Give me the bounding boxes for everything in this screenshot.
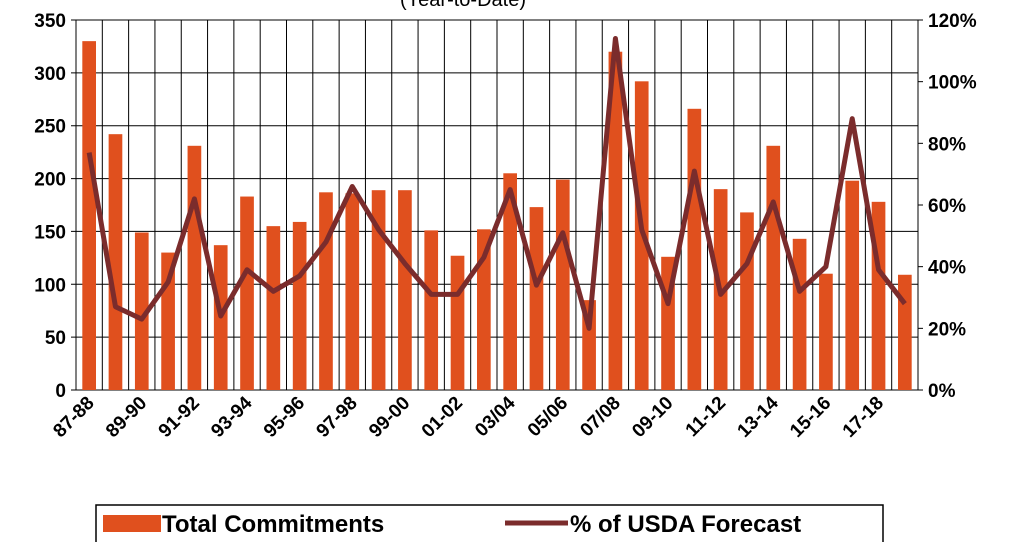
bar — [345, 193, 360, 390]
bar — [740, 212, 754, 390]
y-tick-label: 200 — [34, 170, 66, 191]
bar — [187, 145, 202, 390]
y2-tick-label: 20% — [928, 319, 966, 340]
legend-swatch — [103, 515, 161, 532]
bar — [477, 229, 491, 390]
y-tick-label: 100 — [34, 275, 66, 296]
x-tick-label: 89-90 — [102, 393, 151, 442]
line — [86, 36, 907, 331]
bar — [819, 273, 833, 390]
y2-tick-label: 120% — [928, 11, 977, 32]
bar — [371, 190, 386, 390]
bar — [608, 51, 623, 390]
legend-label: Total Commitments — [162, 511, 384, 538]
x-tick-label: 99-00 — [365, 393, 414, 442]
x-tick-label: 95-96 — [260, 393, 309, 442]
y2-tick-label: 0% — [928, 381, 956, 402]
bar — [108, 134, 123, 390]
x-tick-label: 17-18 — [839, 393, 888, 442]
x-tick-label: 93-94 — [207, 392, 257, 442]
plot-frame — [75, 19, 919, 391]
bar — [503, 173, 517, 390]
bar — [845, 180, 860, 390]
y-tick-label: 50 — [45, 328, 66, 349]
bar — [82, 41, 96, 391]
x-tick-label: 11-12 — [682, 393, 730, 441]
y2-tick-label: 80% — [928, 134, 966, 155]
bar — [292, 221, 307, 390]
x-tick-label: 07/08 — [576, 393, 624, 441]
x-tick-label: 97-98 — [313, 393, 362, 442]
bar — [240, 196, 254, 390]
y2-tick-label: 40% — [928, 258, 966, 279]
y-tick-label: 300 — [34, 64, 66, 85]
bar — [766, 145, 781, 390]
y-tick-label: 0 — [55, 381, 66, 402]
bar — [134, 232, 149, 390]
bar — [898, 274, 912, 390]
bar — [398, 190, 412, 390]
bar — [687, 108, 702, 391]
y-tick-label: 350 — [34, 11, 66, 32]
legend-label: % of USDA Forecast — [570, 511, 801, 538]
bar — [792, 238, 807, 390]
bar — [424, 230, 439, 390]
legend-box — [95, 504, 884, 542]
x-tick-label: 01-02 — [418, 393, 467, 442]
bar — [266, 226, 281, 390]
x-tick-label: 03/04 — [471, 392, 520, 441]
y2-tick-label: 100% — [928, 73, 977, 94]
x-tick-label: 05/06 — [524, 393, 572, 441]
bar — [529, 207, 544, 390]
x-tick-label: 09-10 — [628, 393, 677, 442]
chart-subtitle: (Year-to-Date) — [400, 0, 526, 11]
x-tick-label: 91-92 — [155, 393, 204, 442]
y2-tick-label: 60% — [928, 196, 966, 217]
y-tick-label: 250 — [34, 117, 66, 138]
x-tick-label: 15-16 — [786, 393, 835, 442]
x-tick-label: 13-14 — [734, 392, 784, 442]
y-tick-label: 150 — [34, 222, 66, 243]
bar — [555, 179, 570, 390]
bar — [319, 192, 333, 390]
bar — [450, 255, 465, 390]
